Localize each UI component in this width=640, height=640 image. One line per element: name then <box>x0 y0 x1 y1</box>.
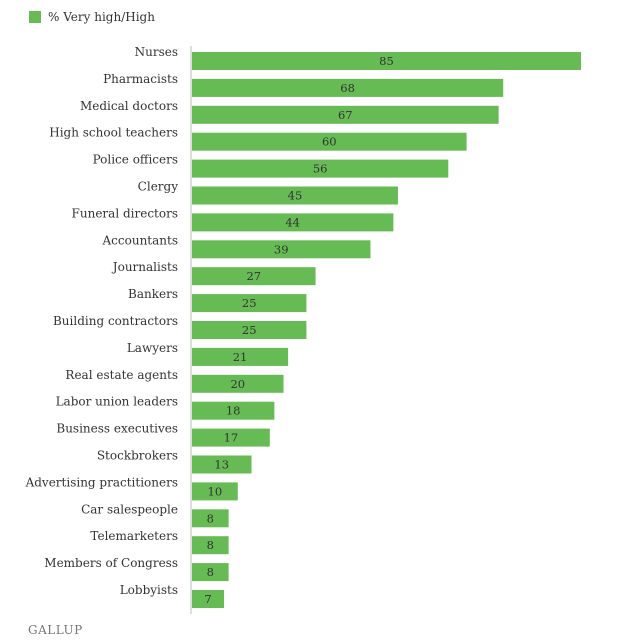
bar <box>192 347 289 366</box>
data-label: 85 <box>379 54 394 68</box>
category-label: Telemarketers <box>90 529 178 543</box>
bar <box>192 159 449 178</box>
data-label: 27 <box>246 269 261 283</box>
bar <box>192 374 284 393</box>
bar <box>192 52 581 70</box>
category-label: Medical doctors <box>80 99 178 113</box>
data-label: 8 <box>207 565 214 579</box>
category-label: Labor union leaders <box>56 395 178 409</box>
data-label: 67 <box>338 108 353 122</box>
category-label: Clergy <box>138 180 179 194</box>
bar <box>192 240 371 259</box>
category-label: Car salespeople <box>81 502 178 516</box>
bar <box>192 105 499 124</box>
bar <box>192 213 394 232</box>
bar <box>192 186 398 205</box>
data-label: 8 <box>207 538 214 552</box>
category-label: Police officers <box>93 153 178 167</box>
bar <box>192 321 307 339</box>
category-label: High school teachers <box>49 126 178 140</box>
data-label: 17 <box>224 431 239 445</box>
category-label: Real estate agents <box>65 368 178 382</box>
category-label: Pharmacists <box>103 72 178 86</box>
data-label: 7 <box>204 592 211 606</box>
bar <box>192 536 229 555</box>
category-label: Members of Congress <box>44 556 178 570</box>
legend-swatch <box>29 11 41 23</box>
data-label: 8 <box>207 511 214 525</box>
chart-legend: % Very high/High <box>29 10 155 24</box>
data-label: 39 <box>274 242 289 256</box>
data-label: 25 <box>242 296 257 310</box>
category-label: Lawyers <box>127 341 178 355</box>
data-label: 21 <box>233 350 248 364</box>
category-label: Lobbyists <box>120 583 178 597</box>
category-label: Bankers <box>128 287 178 301</box>
data-label: 68 <box>340 81 355 95</box>
data-label: 60 <box>322 135 337 149</box>
category-label: Nurses <box>135 45 178 59</box>
legend-label: % Very high/High <box>48 10 155 24</box>
category-label: Building contractors <box>53 314 178 328</box>
bar <box>192 267 316 286</box>
bar <box>192 563 229 582</box>
gallup-logo: GALLUP <box>28 623 83 637</box>
bar <box>192 509 229 528</box>
data-label: 25 <box>242 323 257 337</box>
data-label: 56 <box>313 162 328 176</box>
bar <box>192 590 225 608</box>
data-label: 18 <box>226 404 241 418</box>
category-label: Business executives <box>56 422 178 436</box>
data-label: 44 <box>285 215 300 229</box>
category-label: Accountants <box>102 233 178 247</box>
bar <box>192 455 252 474</box>
bar <box>192 78 504 97</box>
category-label: Advertising practitioners <box>25 475 178 489</box>
data-label: 45 <box>288 189 303 203</box>
category-label: Funeral directors <box>72 206 178 220</box>
data-label: 13 <box>214 458 229 472</box>
bar <box>192 482 238 501</box>
data-label: 20 <box>230 377 245 391</box>
data-label: 10 <box>208 484 223 498</box>
category-label: Journalists <box>111 260 178 274</box>
bar <box>192 294 307 313</box>
bar <box>192 132 467 151</box>
bar <box>192 428 270 447</box>
category-label: Stockbrokers <box>97 449 178 463</box>
bar <box>192 401 275 420</box>
